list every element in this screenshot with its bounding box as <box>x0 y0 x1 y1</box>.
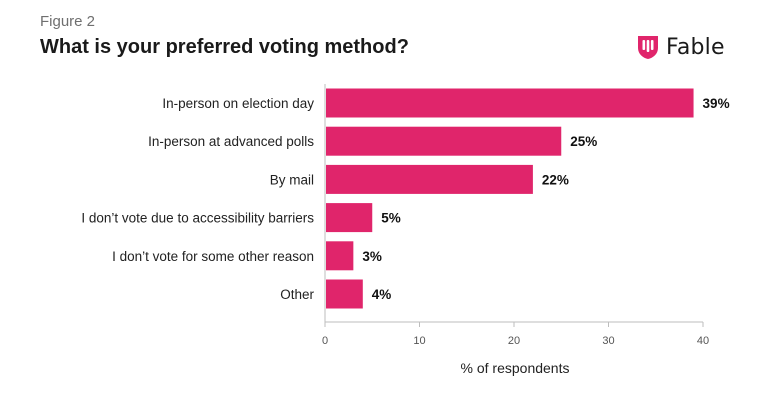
x-tick-label: 40 <box>697 335 709 347</box>
bar <box>326 241 354 271</box>
category-label: In-person at advanced polls <box>148 134 314 149</box>
bar <box>326 126 562 156</box>
category-label: I don’t vote due to accessibility barrie… <box>81 211 314 226</box>
data-label: 39% <box>703 96 730 111</box>
bar <box>326 164 533 194</box>
category-label: By mail <box>270 172 314 187</box>
bar <box>326 88 694 118</box>
figure-label: Figure 2 <box>40 13 96 30</box>
category-label: In-person on election day <box>162 96 314 111</box>
data-label: 25% <box>570 134 597 149</box>
x-axis-title: % of respondents <box>461 360 570 376</box>
brand-logo: Fable <box>636 34 725 60</box>
data-label: 4% <box>372 287 392 302</box>
x-tick-label: 0 <box>322 335 328 347</box>
x-tick-label: 20 <box>508 335 520 347</box>
x-tick-label: 10 <box>413 335 425 347</box>
bar <box>326 203 373 233</box>
brand-name: Fable <box>666 34 725 60</box>
x-tick-label: 30 <box>602 335 614 347</box>
category-label: Other <box>280 287 314 302</box>
category-label: I don’t vote for some other reason <box>112 249 314 264</box>
data-label: 5% <box>381 211 401 226</box>
fable-shield-logo-icon <box>638 36 658 59</box>
data-label: 3% <box>362 249 382 264</box>
bar <box>326 279 363 309</box>
chart-title: What is your preferred voting method? <box>40 36 409 58</box>
data-label: 22% <box>542 172 569 187</box>
